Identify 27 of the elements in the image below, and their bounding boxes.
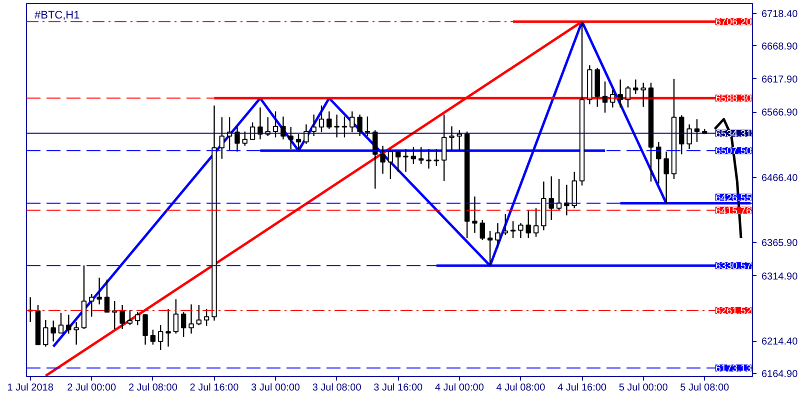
ref-line-label: 6534.31 (715, 128, 752, 140)
y-tick-label: 6164.90 (762, 368, 798, 380)
y-tick-label: 6718.40 (762, 9, 798, 20)
x-tick-label: 4 Jul 16:00 (558, 382, 607, 394)
y-tick-label: 6668.90 (762, 41, 798, 52)
ref-line-label: 6426.55 (715, 192, 752, 204)
x-tick-label: 2 Jul 16:00 (190, 382, 240, 394)
y-tick-label: 6566.90 (762, 108, 798, 119)
text: #BTC,H1 (34, 10, 80, 22)
y-tick-label: 6214.40 (762, 336, 798, 348)
y-tick-label: 6466.40 (762, 172, 798, 184)
ref-line-label: 6261.52 (715, 306, 752, 318)
x-tick-label: 4 Jul 08:00 (496, 382, 546, 394)
ref-line-label: 6173.13 (715, 363, 752, 374)
y-tick-label: 6365.90 (762, 238, 798, 250)
y-tick-label: 6617.90 (762, 74, 798, 86)
x-tick-label: 1 Jul 2018 (7, 382, 54, 394)
x-tick-label: 4 Jul 00:00 (434, 382, 484, 394)
x-tick-label: 2 Jul 00:00 (67, 382, 117, 394)
ref-line-label: 6415.76 (715, 206, 752, 217)
x-tick-label: 3 Jul 16:00 (374, 382, 424, 394)
x-tick-label: 3 Jul 00:00 (251, 382, 300, 394)
x-tick-label: 2 Jul 08:00 (128, 382, 178, 394)
x-tick-label: 5 Jul 08:00 (680, 382, 730, 394)
x-tick-label: 5 Jul 00:00 (618, 382, 668, 394)
x-tick-label: 3 Jul 08:00 (312, 382, 362, 394)
y-tick-label: 6314.90 (762, 271, 798, 282)
